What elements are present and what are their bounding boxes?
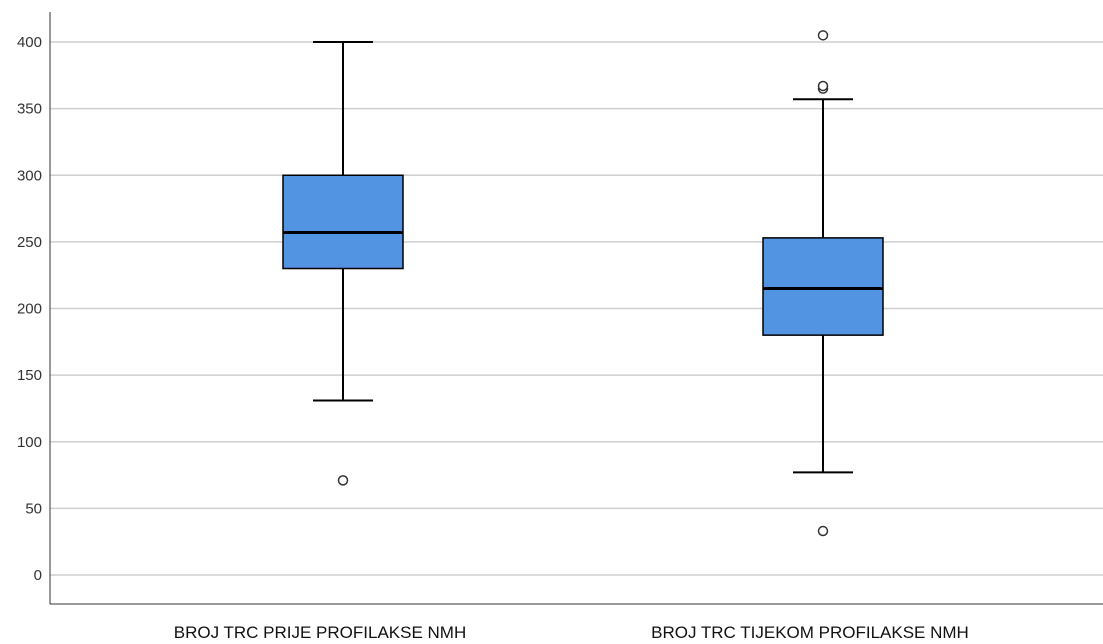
box-plot-2: [762, 30, 884, 537]
category-label-prije: BROJ TRC PRIJE PROFILAKSE NMH: [174, 623, 467, 642]
iqr-box: [762, 237, 884, 336]
box-plot-1: [282, 41, 404, 486]
y-tick-label-50: 50: [25, 500, 42, 517]
y-tick-label-400: 400: [17, 34, 42, 51]
y-tick-label-150: 150: [17, 367, 42, 384]
y-tick-label-200: 200: [17, 301, 42, 318]
y-tick-label-300: 300: [17, 167, 42, 184]
outlier-point: [817, 30, 829, 41]
y-tick-label-100: 100: [17, 434, 42, 451]
outlier-point: [817, 80, 829, 92]
y-tick-label-250: 250: [17, 234, 42, 251]
iqr-box: [282, 174, 404, 270]
outlier-point: [337, 475, 349, 486]
y-axis-tick-labels: 0 50 100 150 200 250 300 350 400: [17, 34, 42, 584]
y-tick-label-350: 350: [17, 101, 42, 118]
outlier-point: [817, 525, 829, 537]
y-tick-label-0: 0: [34, 567, 42, 584]
category-label-tijekom: BROJ TRC TIJEKOM PROFILAKSE NMH: [651, 623, 969, 642]
category-labels: BROJ TRC PRIJE PROFILAKSE NMH BROJ TRC T…: [174, 623, 969, 642]
axes: [49, 12, 1103, 605]
gridlines: [50, 41, 1103, 576]
box-plots: [282, 30, 884, 537]
